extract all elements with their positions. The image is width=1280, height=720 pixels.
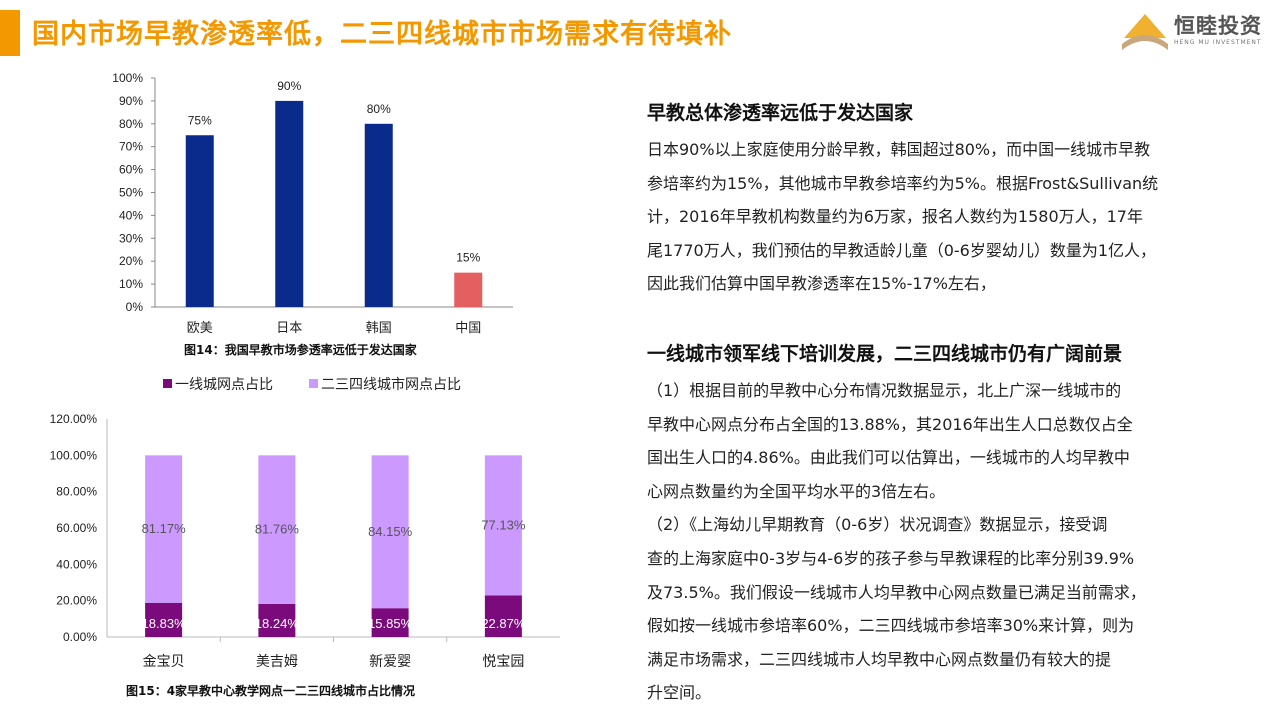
bar-value-label: 15% [456,251,480,265]
bar-中国 [454,272,483,307]
bar-segment-悦宝园 [484,595,522,637]
bar-segment-新爱婴 [371,455,409,609]
section1-heading: 早教总体渗透率远低于发达国家 [647,102,914,124]
x-tick-label: 欧美 [187,320,213,335]
bar-日本 [275,100,304,308]
body-line: 心网点数量约为全国平均水平的3倍左右。 [647,481,946,501]
section2-heading: 一线城市领军线下培训发展，二三四线城市仍有广阔前景 [647,343,1123,365]
bar-segment-新爱婴 [371,608,409,637]
segment-value-label: 77.13% [481,517,526,532]
y-tick-label: 10% [119,277,143,291]
y-tick-label: 50% [119,186,143,200]
title-accent-bar [0,10,20,56]
x-tick-label: 日本 [276,320,302,335]
y-tick-label: 120.00% [50,412,98,426]
section2-body: （1）根据目前的早教中心分布情况数据显示，北上广深一线城市的 早教中心网点分布占全… [647,374,1146,710]
bar-segment-悦宝园 [484,455,522,596]
page-title: 国内市场早教渗透率低，二三四线城市市场需求有待填补 [32,19,732,50]
y-tick-label: 60.00% [56,521,97,535]
body-line: 查的上海家庭中0-3岁与4-6岁的孩子参与早教课程的比率分别39.9% [647,548,1135,568]
body-line: 假如按一线城市参培率60%，二三四线城市参培率30%来计算，则为 [647,616,1135,636]
body-line: 计，2016年早教机构数量约为6万家，报名人数约为1580万人，17年 [647,207,1143,227]
chart1-caption: 图14：我国早教市场参透率远低于发达国家 [184,343,417,357]
segment-value-label: 81.17% [142,521,187,536]
y-tick-label: 40.00% [56,557,97,571]
y-tick-label: 100.00% [50,448,98,462]
legend-swatch [163,379,172,388]
chart2-caption: 图15：4家早教中心教学网点一二三四线城市占比情况 [126,684,416,698]
logo-english: HENG MU INVESTMENT [1174,39,1262,46]
legend-swatch [309,379,318,388]
y-tick-label: 80% [119,117,143,131]
y-tick-label: 60% [119,163,143,177]
section1-body: 日本90%以上家庭使用分龄早教，韩国超过80%，而中国一线城市早教 参培率约为15… [647,133,1158,301]
segment-value-label: 81.76% [255,522,300,537]
legend-label: 二三四线城市网点占比 [321,376,461,392]
legend-label: 一线城网点占比 [175,376,273,392]
body-line: 早教中心网点分布占全国的13.88%，其2016年出生人口总数仅占全 [647,414,1133,434]
x-tick-label: 中国 [455,320,481,335]
bar-segment-金宝贝 [145,455,183,603]
body-line: （2）《上海幼儿早期教育（0-6岁）状况调查》数据显示，接受调 [647,515,1108,535]
y-tick-label: 0% [126,300,144,314]
bar-segment-美吉姆 [258,455,296,604]
penetration-chart: 0% 10% 20% 30% 40% 50% 60% 70% 80% 90% 100% 75% 欧美 90… [112,71,513,335]
y-tick-label: 70% [119,140,143,154]
x-tick-label: 韩国 [366,320,392,335]
segment-value-label: 18.83% [142,616,187,631]
bar-韩国 [364,123,393,307]
segment-value-label: 18.24% [255,616,300,631]
bar-value-label: 75% [188,113,212,127]
body-line: 国出生人口的4.86%。由此我们可以估算出，一线城市的人均早教中 [647,448,1130,468]
body-line: 尾1770万人，我们预估的早教适龄儿童（0-6岁婴幼儿）数量为1亿人， [647,240,1157,260]
body-line: （1）根据目前的早教中心分布情况数据显示，北上广深一线城市的 [647,381,1122,400]
network-share-chart: 一线城网点占比 二三四线城市网点占比 0.00% 20.00% 40.00% 60.00%… [50,376,560,669]
body-line: 因此我们估算中国早教渗透率在15%-17%左右， [647,274,996,294]
segment-value-label: 15.85% [368,616,413,631]
y-tick-label: 20% [119,254,143,268]
body-line: 日本90%以上家庭使用分龄早教，韩国超过80%，而中国一线城市早教 [647,140,1151,159]
x-tick-label: 金宝贝 [143,653,185,669]
x-tick-label: 新爱婴 [369,653,411,669]
body-line: 参培率约为15%，其他城市早教参培率约为5%。根据Frost&Sullivan统 [647,173,1159,193]
bar-segment-美吉姆 [258,603,296,637]
segment-value-label: 84.15% [368,524,413,539]
x-tick-label: 悦宝园 [482,653,524,669]
bar-segment-金宝贝 [145,602,183,637]
y-tick-label: 30% [119,231,143,245]
body-line: 升空间。 [647,683,712,703]
bar-欧美 [185,135,214,307]
segment-value-label: 22.87% [481,616,526,631]
body-line: 满足市场需求，二三四线城市人均早教中心网点数量仍有较大的提 [647,649,1112,669]
y-tick-label: 40% [119,208,143,222]
logo-mountain-icon [1122,14,1168,50]
y-tick-label: 80.00% [56,485,97,499]
company-logo: 恒睦投资 HENG MU INVESTMENT [1120,10,1270,52]
y-tick-label: 100% [112,71,143,85]
y-tick-label: 20.00% [56,594,97,608]
x-tick-label: 美吉姆 [256,653,298,669]
bar-value-label: 80% [367,102,391,116]
y-tick-label: 0.00% [63,630,97,644]
body-line: 及73.5%。我们假设一线城市人均早教中心网点数量已满足当前需求， [647,582,1146,602]
y-tick-label: 90% [119,94,143,108]
bar-value-label: 90% [277,79,301,93]
logo-name: 恒睦投资 [1174,14,1262,38]
